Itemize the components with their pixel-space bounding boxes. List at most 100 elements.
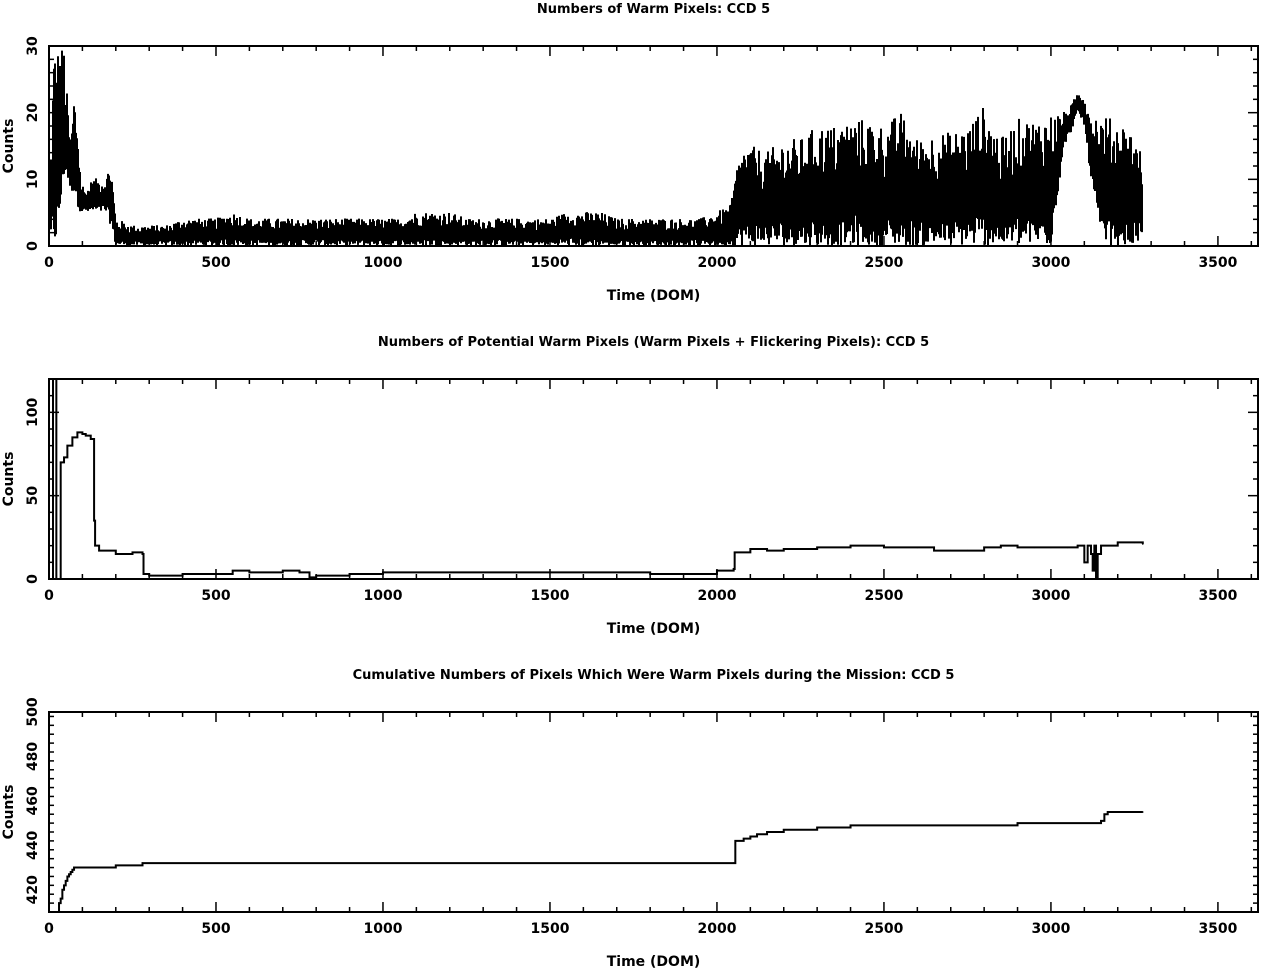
data-point [699, 573, 702, 575]
y-tick-label: 480 [25, 742, 41, 771]
data-point [148, 574, 150, 577]
data-point [114, 864, 117, 867]
x-axis-label: Time (DOM) [607, 621, 701, 637]
x-tick-label: 3000 [1031, 588, 1070, 604]
data-point [141, 862, 144, 864]
data-point [63, 884, 65, 887]
data-point [215, 573, 217, 575]
plot-frame [48, 45, 1259, 247]
chart-title: Numbers of Potential Warm Pixels (Warm P… [378, 335, 929, 350]
x-tick-label: 500 [201, 588, 230, 604]
data-point [733, 551, 736, 554]
x-tick-label: 0 [44, 255, 54, 271]
data-point [54, 378, 57, 380]
data-point [749, 548, 752, 550]
x-axis-label: Time (DOM) [607, 288, 701, 304]
data-series-1 [49, 378, 1144, 580]
data-point [76, 431, 79, 434]
data-point [382, 571, 384, 574]
data-point [66, 444, 69, 447]
data-point [816, 546, 818, 549]
data-series-1 [48, 50, 1257, 247]
data-series-1 [55, 811, 1143, 913]
data-point [742, 837, 745, 840]
data-point [94, 544, 96, 547]
data-point [84, 434, 87, 437]
x-tick-label: 1500 [530, 588, 569, 604]
data-point [782, 828, 785, 831]
data-point [66, 875, 69, 878]
x-tick-label: 0 [44, 588, 54, 604]
data-point [615, 571, 618, 574]
x-tick-label: 1000 [363, 588, 402, 604]
y-tick-label: 500 [25, 697, 41, 726]
y-tick-label: 100 [25, 397, 41, 426]
data-point [1141, 811, 1144, 813]
data-point [315, 574, 317, 577]
y-axis-label: Counts [1, 452, 17, 507]
data-point [1091, 569, 1094, 572]
data-point [949, 549, 952, 552]
data-point [73, 866, 75, 869]
data-point [142, 573, 145, 575]
data-point [1066, 546, 1069, 549]
data-point [298, 571, 301, 574]
y-tick-label: 0 [25, 574, 41, 584]
data-point [131, 551, 134, 554]
data-point [1016, 822, 1019, 824]
x-tick-label: 500 [201, 255, 230, 271]
data-point [1133, 541, 1136, 544]
data-point [1093, 544, 1096, 547]
data-point [734, 840, 737, 842]
x-axis-label: Time (DOM) [607, 954, 701, 970]
data-point [1090, 553, 1092, 555]
x-tick-label: 3500 [1198, 588, 1237, 604]
data-point [181, 573, 184, 575]
x-tick-label: 3000 [1031, 255, 1070, 271]
data-point [58, 902, 60, 904]
data-point [281, 569, 284, 572]
data-point [54, 911, 57, 913]
x-tick-label: 2500 [864, 588, 903, 604]
data-point [81, 433, 84, 435]
data-point [816, 826, 818, 829]
x-tick-label: 1000 [363, 255, 402, 271]
data-point [59, 897, 62, 900]
data-point [732, 862, 735, 864]
x-tick-label: 2500 [864, 921, 903, 937]
y-tick-label: 460 [25, 786, 41, 815]
data-point [69, 871, 72, 873]
data-point [1033, 546, 1036, 549]
data-point [1095, 578, 1097, 580]
data-point [983, 546, 985, 549]
data-point [1106, 811, 1109, 813]
data-point [51, 578, 54, 580]
y-tick-label: 0 [25, 241, 41, 251]
x-tick-label: 500 [201, 921, 230, 937]
x-tick-label: 2000 [697, 921, 736, 937]
data-point [849, 544, 852, 547]
data-point [55, 578, 58, 580]
data-point [1083, 561, 1086, 564]
data-point [89, 438, 92, 440]
data-point [649, 573, 651, 575]
x-tick-label: 3500 [1198, 255, 1237, 271]
x-tick-label: 1000 [363, 921, 402, 937]
data-point [716, 569, 718, 572]
data-point [916, 546, 919, 549]
data-point [415, 571, 418, 574]
y-tick-label: 10 [25, 169, 41, 189]
data-point [1100, 820, 1102, 822]
data-point [308, 576, 311, 579]
data-point [448, 571, 451, 574]
y-axis-label: Counts [1, 119, 17, 174]
data-point [141, 553, 144, 555]
data-point [93, 519, 95, 522]
y-axis-label: Counts [1, 785, 17, 840]
data-point [1086, 544, 1089, 547]
x-tick-label: 2500 [864, 255, 903, 271]
data-point [966, 549, 969, 552]
y-tick-label: 420 [25, 875, 41, 904]
data-point [782, 548, 785, 550]
